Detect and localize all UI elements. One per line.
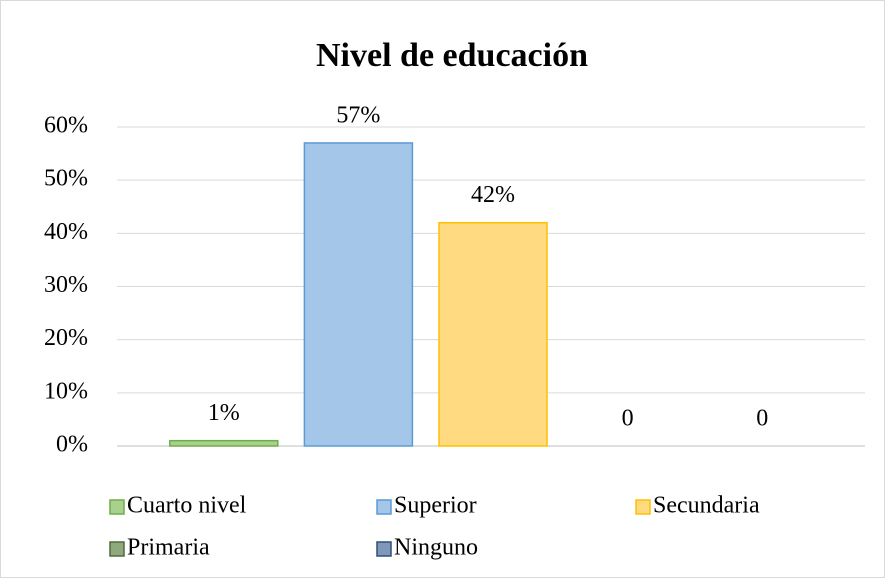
bar	[169, 439, 279, 447]
legend-swatch	[109, 499, 125, 515]
legend-label: Superior	[394, 493, 477, 519]
data-label: 42%	[471, 182, 515, 208]
data-label: 1%	[208, 400, 240, 426]
legend-swatch	[376, 541, 392, 557]
legend-swatch	[635, 499, 651, 515]
y-tick-label: 30%	[44, 272, 88, 298]
y-tick-label: 10%	[44, 378, 88, 404]
y-tick-label: 50%	[44, 166, 88, 192]
y-tick-label: 40%	[44, 219, 88, 245]
data-label: 0	[622, 406, 634, 432]
y-tick-label: 0%	[56, 432, 88, 458]
legend-label: Ninguno	[394, 535, 478, 561]
chart-title: Nivel de educación	[316, 37, 588, 74]
legend-label: Cuarto nivel	[127, 493, 247, 519]
legend-swatch	[109, 541, 125, 557]
y-tick-label: 60%	[44, 113, 88, 139]
data-label: 0	[756, 406, 768, 432]
bar	[438, 221, 548, 447]
data-label: 57%	[336, 102, 380, 128]
y-tick-label: 20%	[44, 325, 88, 351]
bar	[303, 142, 414, 447]
legend-label: Secundaria	[653, 493, 760, 519]
legend-swatch	[376, 499, 392, 515]
legend-label: Primaria	[127, 535, 210, 561]
